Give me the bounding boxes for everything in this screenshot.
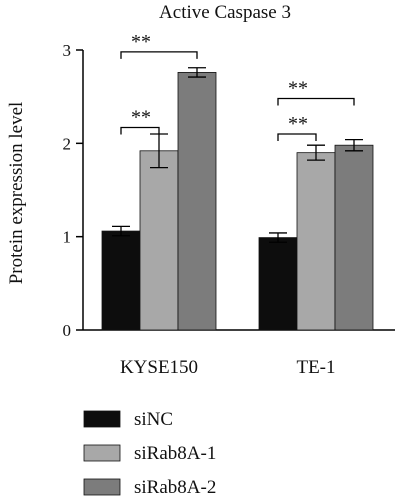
y-tick-label: 1: [63, 228, 72, 247]
significance-annotations: ** ** ** **: [120, 31, 355, 141]
legend-label: siRab8A-2: [134, 477, 216, 498]
bar: [296, 152, 336, 331]
bar: [258, 237, 298, 331]
significance-label: **: [288, 113, 308, 135]
chart-title: Active Caspase 3: [159, 2, 291, 23]
bar: [334, 144, 374, 331]
x-axis-ticks: KYSE150 TE-1: [120, 357, 336, 378]
legend-swatch: [83, 444, 121, 462]
x-tick-label: TE-1: [296, 357, 335, 378]
significance-label: **: [288, 78, 308, 100]
significance-bracket: [277, 133, 317, 141]
y-axis-ticks: 0 1 2 3: [63, 41, 83, 340]
legend-label: siNC: [134, 409, 173, 430]
y-tick-label: 0: [63, 321, 72, 340]
y-tick-label: 2: [63, 134, 72, 153]
y-tick-label: 3: [63, 41, 72, 60]
legend-swatch: [83, 478, 121, 496]
significance-label: **: [131, 106, 151, 128]
significance-bracket: [120, 126, 160, 135]
legend: siNC siRab8A-1 siRab8A-2: [83, 409, 216, 498]
significance-bracket: [277, 97, 355, 106]
legend-swatch: [83, 410, 121, 428]
bar: [101, 230, 141, 331]
significance-bracket: [120, 51, 198, 59]
significance-label: **: [131, 31, 151, 53]
y-axis-label: Protein expression level: [6, 102, 27, 285]
x-tick-label: KYSE150: [120, 357, 198, 378]
bar: [139, 150, 179, 331]
legend-label: siRab8A-1: [134, 443, 216, 464]
bar: [177, 72, 217, 331]
